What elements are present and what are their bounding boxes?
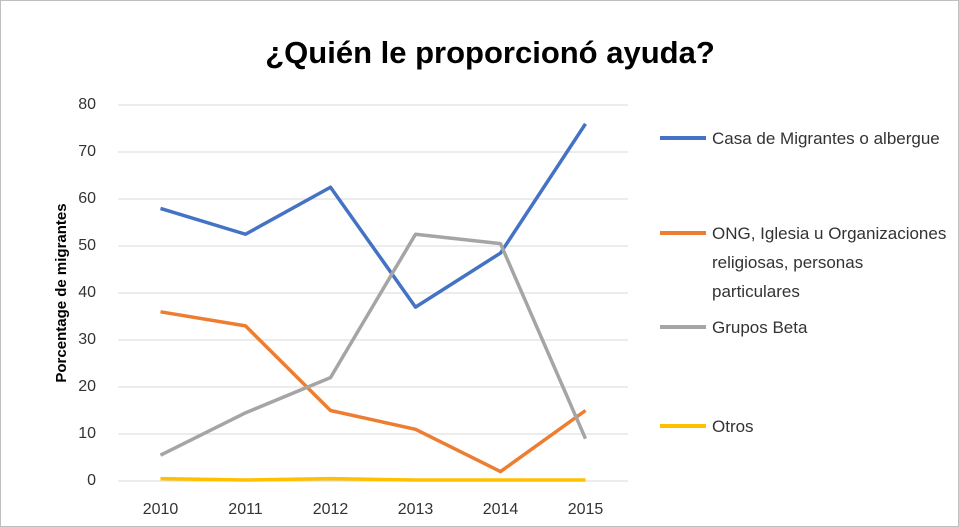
chart-title: ¿Quién le proporcionó ayuda? [265,35,715,70]
x-tick-label: 2014 [483,501,519,518]
y-tick-label: 60 [78,190,96,207]
y-tick-label: 50 [78,237,96,254]
legend-label: ONG, Iglesia u Organizaciones religiosas… [712,224,947,301]
series-line [159,122,587,309]
y-tick-label: 20 [78,378,96,395]
series-line [159,232,588,457]
y-tick-label: 70 [78,143,96,160]
y-tick-label: 30 [78,331,96,348]
series-line [160,310,587,474]
legend-item: ONG, Iglesia u Organizaciones religiosas… [660,219,952,306]
legend-item: Casa de Migrantes o albergue [660,124,952,153]
legend-label: Casa de Migrantes o albergue [712,129,940,148]
legend-swatch [660,136,706,140]
series-line [160,476,586,482]
x-tick-label: 2013 [398,501,434,518]
legend-swatch [660,424,706,428]
y-tick-label: 80 [78,96,96,113]
legend-swatch [660,325,706,329]
legend-label: Otros [712,417,754,436]
x-tick-label: 2015 [568,501,604,518]
y-tick-label: 0 [87,472,96,489]
x-tick-label: 2011 [228,501,263,518]
x-tick-label: 2012 [313,501,349,518]
x-tick-label: 2010 [143,501,179,518]
legend-item: Otros [660,412,952,441]
y-tick-label: 10 [78,425,96,442]
y-axis-label: Porcentage de migrantes [53,203,70,382]
legend-swatch [660,231,706,235]
legend-label: Grupos Beta [712,318,808,337]
y-tick-label: 40 [78,284,96,301]
legend-item: Grupos Beta [660,313,952,342]
